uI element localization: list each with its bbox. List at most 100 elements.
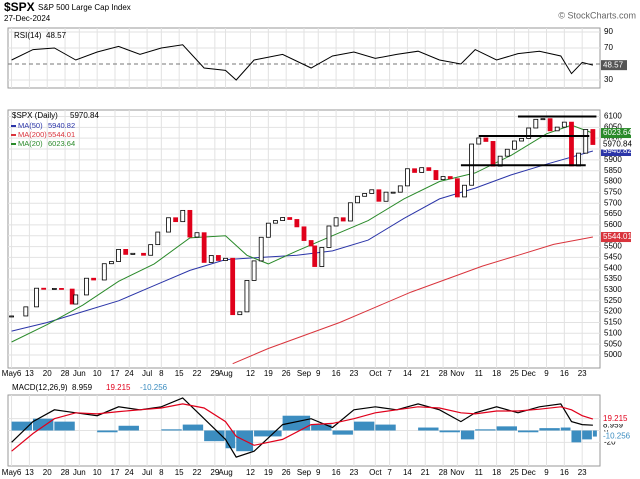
value-tag-box bbox=[601, 128, 631, 139]
candle bbox=[59, 288, 64, 290]
value-tag: 6023.64 bbox=[603, 128, 632, 137]
x-tick-label: 23 bbox=[578, 468, 587, 477]
y-tick-label: 5600 bbox=[604, 220, 622, 229]
candle bbox=[130, 252, 136, 255]
x-tick-label: 28 bbox=[439, 468, 448, 477]
x-tick-label: 22 bbox=[193, 468, 202, 477]
y-tick-label: 5200 bbox=[604, 307, 622, 316]
x-tick-label: Dec bbox=[522, 369, 536, 378]
x-tick-label: 22 bbox=[193, 369, 202, 378]
candle bbox=[569, 121, 574, 167]
chart-date: 27-Dec-2024 bbox=[4, 14, 51, 23]
x-tick-label: 8 bbox=[159, 468, 164, 477]
x-tick-label: 28 bbox=[61, 369, 70, 378]
histogram-bar bbox=[460, 430, 475, 440]
candle bbox=[390, 191, 396, 194]
value-tag: 8.959 bbox=[603, 420, 624, 429]
y-tick-label: 90 bbox=[604, 27, 613, 36]
value-tag-box bbox=[601, 60, 627, 71]
x-tick-label: Jul bbox=[142, 468, 152, 477]
legend-value: 19.215 bbox=[106, 383, 131, 392]
candle bbox=[101, 263, 107, 281]
symbol: $SPX bbox=[4, 0, 35, 14]
y-tick-label: 5850 bbox=[604, 166, 622, 175]
x-tick-label: 10 bbox=[93, 468, 102, 477]
y-tick-label: 5700 bbox=[604, 198, 622, 207]
value-tag: -10.256 bbox=[603, 432, 631, 441]
candle bbox=[116, 249, 121, 262]
histogram-bar bbox=[182, 424, 204, 431]
y-tick-label: 5150 bbox=[604, 318, 622, 327]
y-tick-label: 5750 bbox=[604, 187, 622, 196]
legend-value: 5940.82 bbox=[48, 121, 75, 130]
legend-name: MA(50) bbox=[18, 121, 43, 130]
candle bbox=[208, 255, 214, 263]
x-tick-label: 9 bbox=[544, 369, 549, 378]
legend-value: 5544.01 bbox=[48, 130, 75, 139]
x-tick-label: 17 bbox=[111, 468, 120, 477]
histogram-bar bbox=[517, 430, 539, 433]
x-tick-label: Nov bbox=[450, 369, 464, 378]
x-tick-label: 9 bbox=[316, 468, 321, 477]
candle bbox=[526, 127, 532, 139]
candle bbox=[362, 193, 368, 197]
candle bbox=[173, 217, 179, 223]
y-tick-label: 5500 bbox=[604, 242, 622, 251]
histogram-bar bbox=[97, 430, 118, 433]
x-tick-label: 23 bbox=[349, 369, 358, 378]
candle bbox=[419, 167, 425, 173]
candle bbox=[141, 252, 146, 256]
histogram-bar bbox=[560, 427, 571, 431]
y-tick-label: 5800 bbox=[604, 177, 622, 186]
candle bbox=[312, 245, 318, 267]
legend-name: MA(20) bbox=[18, 139, 43, 148]
x-tick-label: Aug bbox=[218, 369, 232, 378]
candle bbox=[533, 118, 539, 129]
candle bbox=[244, 280, 250, 313]
histogram-bar bbox=[11, 421, 32, 431]
x-tick-label: 28 bbox=[61, 468, 70, 477]
legend-value: 8.959 bbox=[72, 383, 93, 392]
candle bbox=[223, 257, 228, 261]
x-tick-label: 11 bbox=[475, 369, 484, 378]
candle bbox=[91, 277, 96, 281]
value-tag: 5544.01 bbox=[603, 232, 632, 241]
x-tick-label: Aug bbox=[218, 468, 232, 477]
x-tick-label: 13 bbox=[25, 369, 34, 378]
x-tick-label: 7 bbox=[387, 369, 392, 378]
candle bbox=[369, 189, 375, 194]
rsi-line bbox=[11, 44, 594, 81]
candle bbox=[41, 287, 47, 290]
value-tag-box bbox=[601, 146, 631, 157]
y-tick-label: 5400 bbox=[604, 263, 622, 272]
candle bbox=[301, 226, 307, 241]
value-tag-box bbox=[601, 232, 631, 243]
histogram-bar bbox=[254, 430, 282, 437]
candle bbox=[216, 255, 221, 261]
candle bbox=[454, 178, 460, 198]
x-tick-label: 15 bbox=[175, 369, 184, 378]
candle bbox=[326, 225, 332, 248]
x-tick-label: 19 bbox=[264, 369, 273, 378]
macd-line bbox=[11, 403, 594, 452]
candle bbox=[426, 167, 432, 171]
candle bbox=[84, 277, 89, 296]
candle bbox=[201, 232, 207, 263]
x-tick-label: 20 bbox=[43, 369, 52, 378]
x-tick-label: 23 bbox=[578, 369, 587, 378]
legend-name: MA(200) bbox=[18, 130, 47, 139]
x-tick-label: Sep bbox=[297, 468, 312, 477]
x-tick-label: 25 bbox=[510, 369, 519, 378]
x-tick-label: 26 bbox=[282, 468, 291, 477]
x-tick-label: 26 bbox=[282, 369, 291, 378]
candle bbox=[319, 247, 325, 267]
y-tick-label: 5000 bbox=[604, 350, 622, 359]
candle bbox=[376, 189, 382, 202]
histogram-bar bbox=[582, 430, 592, 440]
x-tick-label: May6 bbox=[2, 369, 22, 378]
x-tick-label: Oct bbox=[369, 468, 382, 477]
candle bbox=[287, 217, 293, 220]
x-tick-label: 15 bbox=[175, 468, 184, 477]
candle bbox=[148, 244, 154, 256]
